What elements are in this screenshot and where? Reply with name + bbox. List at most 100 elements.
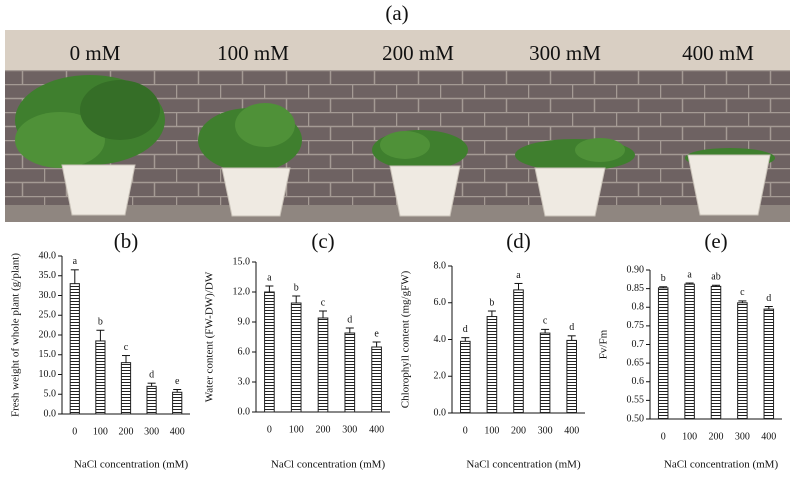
chart-title: (b): [114, 229, 139, 253]
y-tick-label: 5.0: [44, 389, 57, 400]
y-tick-label: 0.0: [238, 406, 251, 417]
y-tick-label: 15.0: [233, 256, 251, 267]
x-tick-label: 100: [682, 431, 697, 442]
significance-letter: b: [661, 273, 666, 284]
bar: [344, 332, 356, 413]
chart-title: (e): [704, 229, 727, 253]
y-tick-label: 20.0: [39, 329, 57, 340]
bar: [69, 283, 80, 415]
significance-letter: c: [124, 342, 129, 353]
y-tick-label: 0.7: [632, 339, 645, 350]
x-tick-label: 400: [564, 425, 579, 436]
x-tick-label: 0: [463, 425, 468, 436]
bar: [763, 308, 775, 420]
y-tick-label: 6.0: [434, 297, 447, 308]
bar: [95, 340, 106, 415]
treatment-label: 200 mM: [382, 41, 454, 65]
y-tick-label: 0.85: [627, 283, 645, 294]
y-tick-label: 0.50: [627, 413, 645, 424]
x-tick-label: 0: [267, 424, 272, 435]
significance-letter: d: [569, 322, 574, 333]
significance-letter: c: [543, 316, 548, 327]
significance-letter: e: [374, 328, 379, 339]
bar: [566, 339, 577, 414]
significance-letter: b: [489, 297, 494, 308]
y-tick-label: 40.0: [39, 250, 57, 261]
bar: [486, 316, 498, 414]
x-tick-label: 200: [511, 425, 526, 436]
photo: [5, 30, 790, 222]
chart-title: (d): [506, 229, 531, 253]
y-tick-label: 30.0: [39, 290, 57, 301]
x-tick-label: 300: [735, 431, 750, 442]
x-tick-label: 200: [316, 424, 331, 435]
y-tick-label: 12.0: [233, 286, 251, 297]
y-tick-label: 15.0: [39, 349, 57, 360]
significance-letter: d: [766, 293, 771, 304]
treatment-label: 0 mM: [70, 41, 121, 65]
x-tick-label: 300: [342, 424, 357, 435]
y-tick-label: 0.0: [44, 408, 57, 419]
bar: [371, 346, 382, 413]
y-tick-label: 0.0: [434, 407, 447, 418]
significance-letter: a: [267, 272, 272, 283]
x-tick-label: 100: [289, 424, 304, 435]
y-tick-label: 9.0: [238, 316, 251, 327]
upper-wall: [5, 30, 790, 70]
x-axis-label: NaCl concentration (mM): [466, 459, 581, 471]
y-tick-label: 0.90: [627, 264, 645, 275]
significance-letter: b: [98, 317, 103, 328]
y-tick-label: 4.0: [434, 334, 447, 345]
x-tick-label: 200: [119, 426, 134, 437]
y-tick-label: 3.0: [238, 376, 251, 387]
y-tick-label: 0.55: [627, 395, 645, 406]
bar: [657, 287, 669, 420]
y-axis-label: Water content (FW-DW)/DW: [204, 271, 216, 402]
significance-letter: a: [73, 256, 78, 267]
x-tick-label: 0: [661, 431, 666, 442]
x-tick-label: 300: [538, 425, 553, 436]
y-tick-label: 6.0: [238, 346, 251, 357]
significance-letter: d: [347, 314, 352, 325]
x-axis-label: NaCl concentration (mM): [664, 459, 779, 471]
bar: [290, 302, 302, 413]
treatment-label: 100 mM: [217, 41, 289, 65]
treatment-label: 300 mM: [529, 41, 601, 65]
x-axis-label: NaCl concentration (mM): [74, 459, 189, 471]
y-tick-label: 10.0: [39, 369, 57, 380]
significance-letter: d: [149, 369, 154, 380]
significance-letter: c: [740, 287, 745, 298]
bar: [684, 283, 695, 420]
x-tick-label: 300: [144, 426, 159, 437]
y-axis-label: Fresh weight of whole plant (g/plant): [10, 253, 22, 417]
y-tick-label: 2.0: [434, 371, 447, 382]
significance-letter: ab: [711, 272, 720, 283]
bar: [264, 291, 275, 413]
significance-letter: c: [321, 297, 326, 308]
x-tick-label: 100: [93, 426, 108, 437]
bar: [737, 302, 748, 420]
y-tick-label: 0.8: [632, 302, 645, 313]
chart-title: (c): [311, 229, 334, 253]
y-axis-label: Chlorophyll content (mg/gFW): [400, 270, 412, 408]
panel-label: (a): [385, 1, 408, 25]
treatment-label: 400 mM: [682, 41, 754, 65]
y-tick-label: 0.65: [627, 357, 645, 368]
significance-letter: e: [175, 376, 180, 387]
y-tick-label: 25.0: [39, 310, 57, 321]
bar: [172, 391, 183, 415]
y-tick-label: 35.0: [39, 270, 57, 281]
significance-letter: a: [687, 269, 692, 280]
significance-letter: d: [463, 324, 468, 335]
x-tick-label: 400: [761, 431, 776, 442]
significance-letter: b: [294, 282, 299, 293]
bar: [460, 340, 471, 414]
pots: [61, 154, 771, 217]
y-axis-label: Fv/Fm: [598, 329, 610, 359]
bar: [120, 362, 132, 415]
x-tick-label: 0: [72, 426, 77, 437]
bar: [513, 289, 524, 414]
bar: [146, 385, 157, 415]
x-axis-label: NaCl concentration (mM): [271, 459, 386, 471]
